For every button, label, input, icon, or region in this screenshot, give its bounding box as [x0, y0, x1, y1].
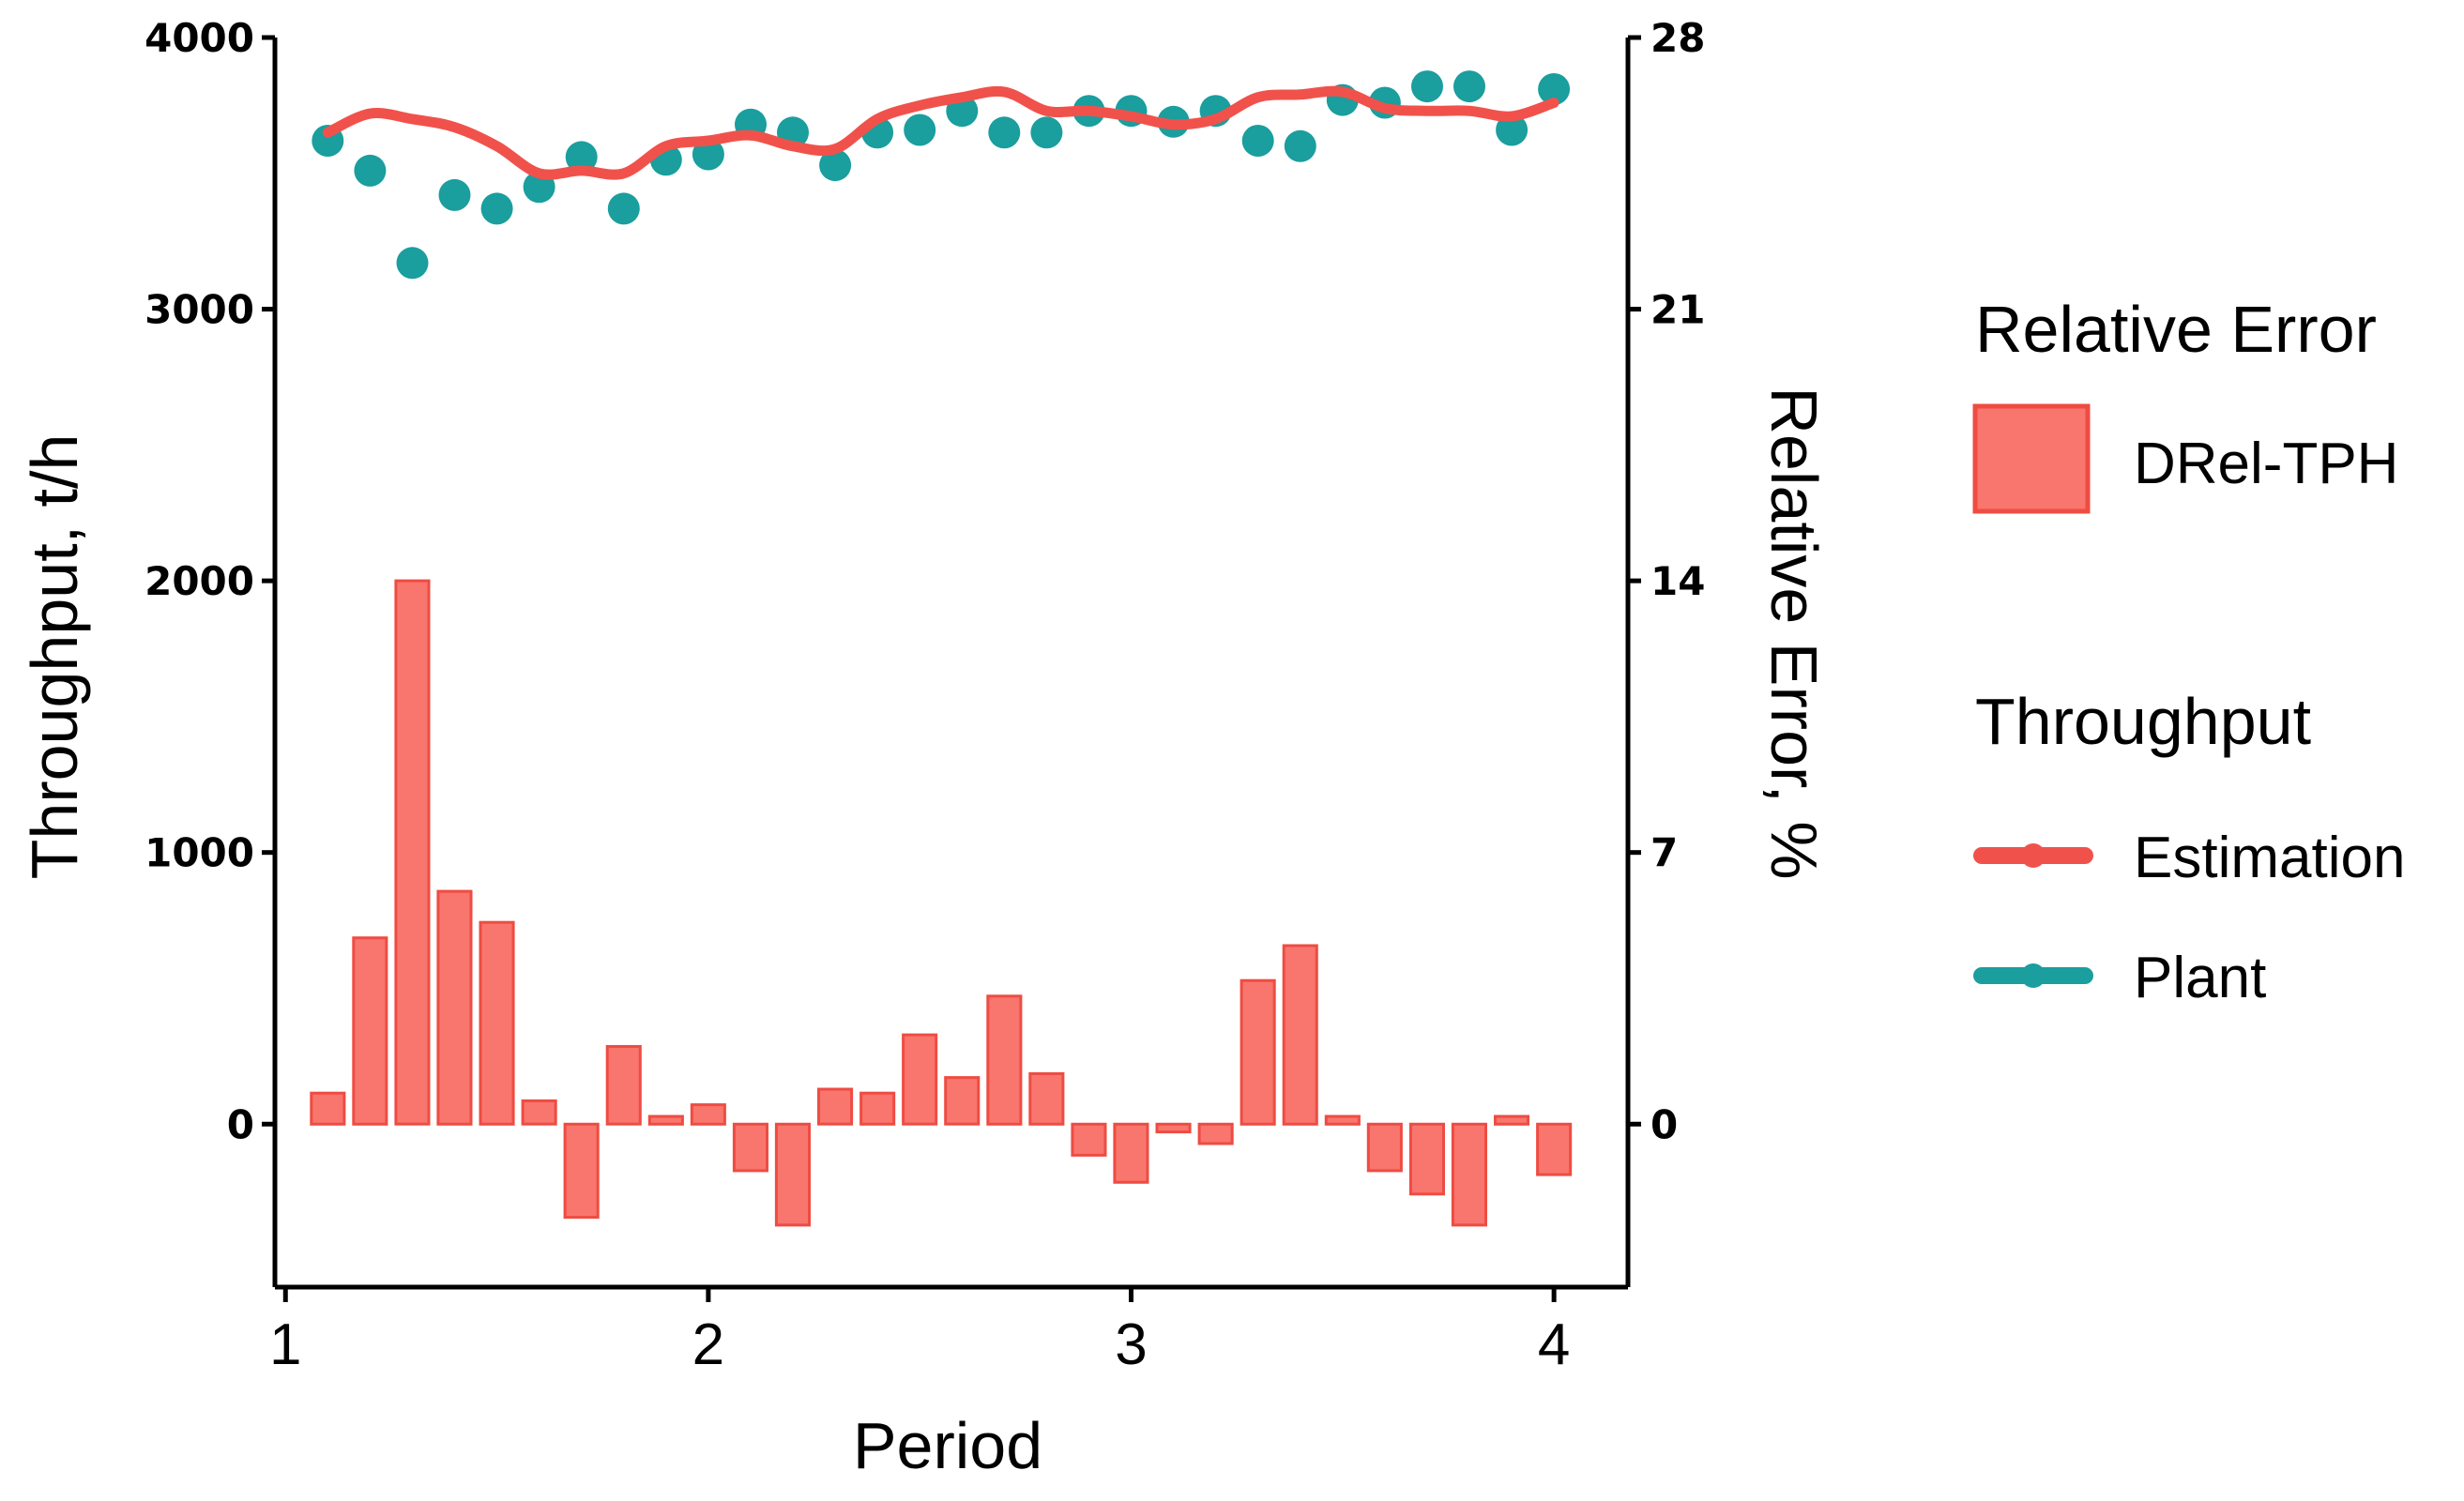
legend-label-estimation: Estimation: [2134, 826, 2405, 890]
error-bar: [310, 1091, 346, 1126]
error-bar: [1155, 1122, 1192, 1134]
error-bar: [479, 920, 515, 1126]
x-tick-label: 3: [1115, 1312, 1147, 1377]
error-bar: [1451, 1122, 1488, 1227]
legend-key-drel-tph: [1972, 403, 2091, 514]
left-y-tick-label: 0: [227, 1101, 254, 1147]
left-y-tick-label: 2000: [144, 558, 254, 604]
error-bar: [774, 1122, 812, 1227]
left-y-tick-label: 4000: [144, 15, 254, 61]
right-y-tick-label: 28: [1650, 15, 1705, 61]
right-y-tick-label: 7: [1650, 830, 1678, 876]
x-axis-title: Period: [853, 1409, 1042, 1482]
legend-label-drel-tph: DRel-TPH: [2134, 432, 2398, 496]
error-bar: [352, 936, 388, 1126]
error-bar: [1366, 1122, 1403, 1173]
error-bar: [859, 1091, 896, 1126]
legend-title-relative-error: Relative Error: [1975, 293, 2377, 366]
plant-point: [1241, 125, 1274, 157]
error-bar: [986, 994, 1023, 1126]
error-bar: [1324, 1114, 1361, 1126]
plant-point: [988, 116, 1021, 149]
plant-point: [438, 178, 471, 211]
error-bar: [1408, 1122, 1446, 1196]
estimation-line: [322, 85, 1559, 180]
error-bar: [605, 1045, 642, 1126]
error-bar: [1028, 1072, 1065, 1126]
plot-area: [310, 70, 1573, 1227]
legend-label-plant: Plant: [2134, 946, 2266, 1010]
plant-point: [1030, 116, 1063, 149]
error-bar: [1494, 1114, 1530, 1126]
right-y-tick-label: 21: [1650, 287, 1705, 333]
right-y-tick-label: 14: [1650, 558, 1705, 604]
right-y-axis-title: Relative Error, %: [1757, 387, 1831, 879]
plant-point: [1411, 70, 1443, 103]
plant-point: [396, 247, 429, 280]
plant-point: [1453, 70, 1485, 103]
legend-key-estimation-marker: [2021, 843, 2046, 868]
axes: 0 1000 2000 3000 4000 0 7 14 21 28 1 2 3 4: [144, 15, 1705, 1377]
error-bar: [436, 889, 473, 1126]
error-bar: [563, 1122, 600, 1220]
plant-point: [565, 141, 598, 174]
plant-point: [480, 192, 513, 225]
right-y-tick-label: 0: [1650, 1101, 1678, 1147]
error-bar: [394, 579, 431, 1126]
error-bar: [1197, 1122, 1234, 1145]
legend-key-plant-marker: [2021, 963, 2046, 988]
plant-point: [819, 149, 852, 182]
plant-point: [1284, 129, 1316, 162]
x-tick-label: 2: [692, 1312, 724, 1377]
left-y-tick-label: 3000: [144, 287, 254, 333]
error-bar: [690, 1103, 726, 1126]
error-bar: [944, 1076, 981, 1126]
error-bar: [1071, 1122, 1107, 1157]
error-bar: [732, 1122, 769, 1173]
x-tick-label: 4: [1538, 1312, 1570, 1377]
left-y-tick-label: 1000: [144, 830, 254, 876]
error-bar: [647, 1114, 684, 1126]
legend: Relative Error DRel-TPH Throughput Estim…: [1972, 293, 2405, 1010]
plant-point: [904, 114, 936, 146]
plant-point: [607, 192, 640, 225]
error-bar: [1113, 1122, 1149, 1184]
legend-title-throughput: Throughput: [1975, 685, 2311, 758]
error-bar: [1240, 978, 1276, 1126]
plant-point: [1496, 114, 1529, 146]
left-y-axis-title: Throughput, t/h: [18, 434, 91, 880]
x-tick-label: 1: [269, 1312, 301, 1377]
error-bar: [1282, 944, 1318, 1126]
plant-point: [354, 154, 387, 187]
error-bar: [817, 1087, 854, 1126]
error-bar: [1536, 1122, 1573, 1176]
error-bar: [521, 1099, 557, 1126]
error-bar: [902, 1033, 938, 1126]
plant-point: [1538, 73, 1571, 105]
